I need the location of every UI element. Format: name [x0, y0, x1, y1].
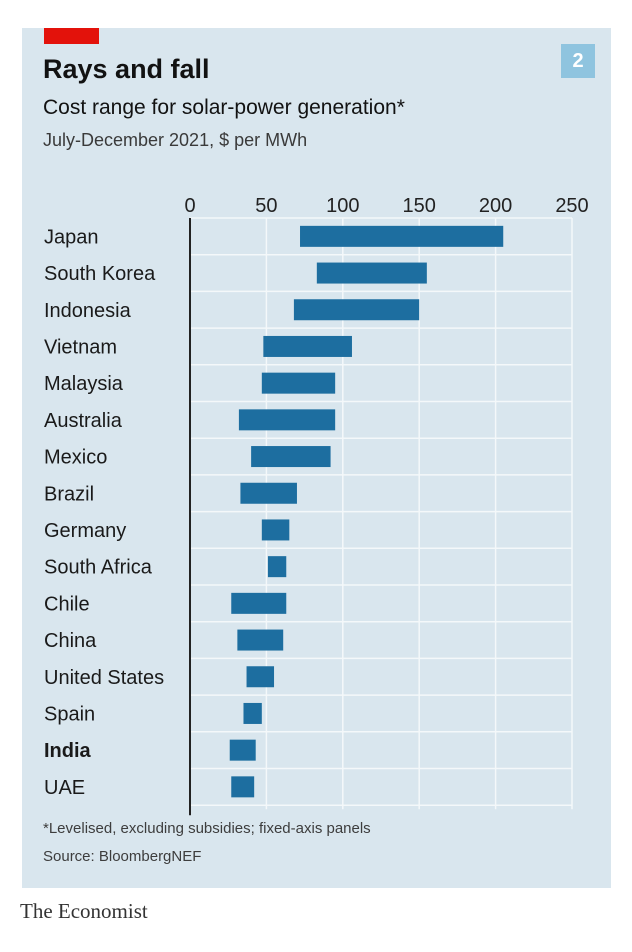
category-label: Spain — [44, 703, 95, 725]
range-bar-south-korea — [316, 262, 427, 284]
category-label: Germany — [44, 520, 126, 542]
category-label: Mexico — [44, 447, 107, 469]
red-tag — [44, 28, 99, 44]
category-label: UAE — [44, 777, 85, 799]
publisher-logo: The Economist — [20, 899, 148, 923]
category-label: Vietnam — [44, 336, 117, 358]
range-bar-mexico — [251, 446, 331, 468]
range-bar-japan — [300, 225, 504, 247]
chart-number-badge: 2 — [561, 44, 595, 78]
range-bar-spain — [243, 702, 262, 724]
range-bar-uae — [231, 776, 255, 798]
x-tick-label: 50 — [255, 195, 277, 217]
category-label: Malaysia — [44, 373, 124, 395]
category-label: Indonesia — [44, 300, 132, 322]
category-label: India — [44, 740, 92, 762]
category-label: United States — [44, 667, 164, 689]
range-bar-indonesia — [293, 299, 420, 321]
chart-subtitle: Cost range for solar-power generation* — [43, 96, 405, 119]
category-label: South Korea — [44, 263, 156, 285]
range-bar-united-states — [246, 666, 275, 688]
range-bar-china — [237, 629, 284, 651]
category-label: China — [44, 630, 97, 652]
x-tick-label: 200 — [479, 195, 512, 217]
category-label: Australia — [44, 410, 123, 432]
range-bar-malaysia — [261, 372, 336, 394]
range-bar-india — [229, 739, 256, 761]
chart-units: July-December 2021, $ per MWh — [43, 130, 308, 150]
range-bar-germany — [261, 519, 290, 541]
range-bar-australia — [238, 409, 336, 431]
chart-title: Rays and fall — [43, 54, 210, 84]
x-tick-label: 250 — [555, 195, 588, 217]
x-tick-label: 100 — [326, 195, 359, 217]
category-label: Chile — [44, 593, 90, 615]
footnote: *Levelised, excluding subsidies; fixed-a… — [43, 820, 371, 837]
category-label: Japan — [44, 226, 99, 248]
category-label: South Africa — [44, 557, 153, 579]
category-label: Brazil — [44, 483, 94, 505]
x-tick-label: 0 — [184, 195, 195, 217]
source-note: Source: BloombergNEF — [43, 848, 202, 865]
range-bar-chile — [231, 592, 287, 614]
range-bar-vietnam — [263, 335, 352, 357]
range-bar-brazil — [240, 482, 297, 504]
range-bar-south-africa — [267, 556, 287, 578]
x-tick-label: 150 — [403, 195, 436, 217]
